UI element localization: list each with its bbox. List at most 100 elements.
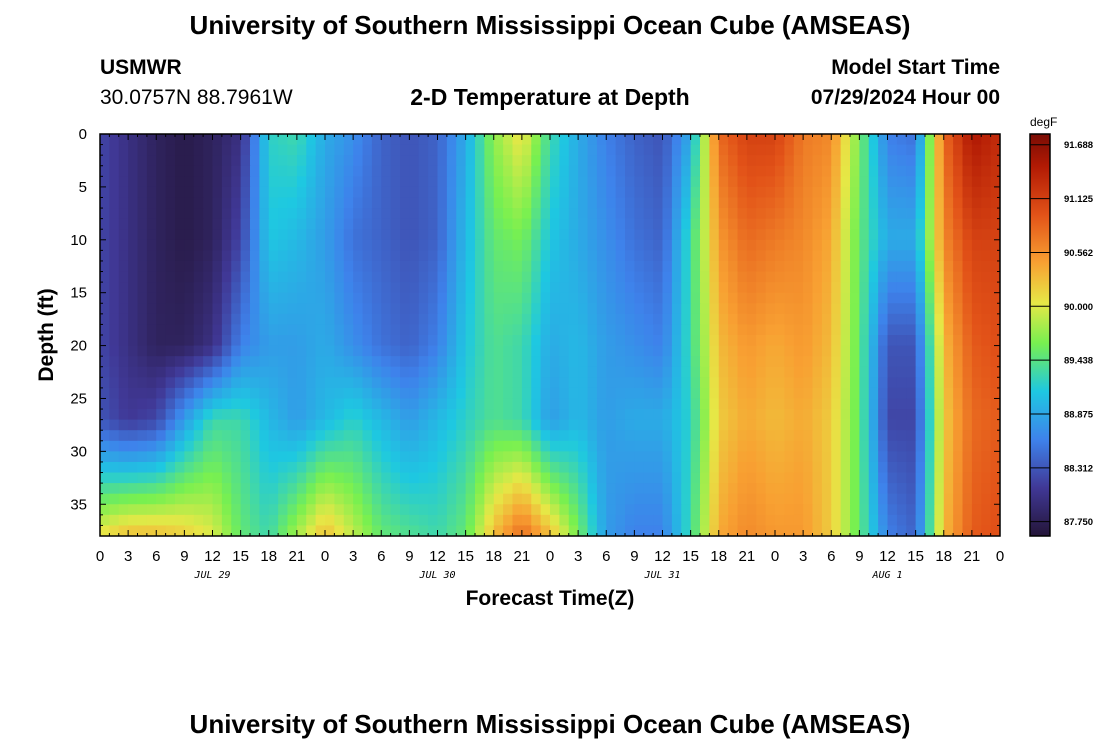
heatmap-cell <box>484 250 495 262</box>
heatmap-cell <box>250 292 260 304</box>
heatmap-cell <box>287 356 298 368</box>
heatmap-cell <box>193 366 204 378</box>
heatmap-cell <box>990 451 1000 463</box>
heatmap-cell <box>315 366 326 378</box>
heatmap-cell <box>868 335 879 347</box>
heatmap-cell <box>456 345 467 357</box>
heatmap-cell <box>896 176 907 188</box>
heatmap-cell <box>456 335 467 347</box>
x-tick-label: 0 <box>996 548 1004 565</box>
heatmap-cell <box>831 504 842 516</box>
heatmap-cell <box>634 282 645 294</box>
heatmap-cell <box>128 430 139 442</box>
heatmap-cell <box>465 229 476 241</box>
heatmap-cell <box>521 208 532 220</box>
heatmap-cell <box>175 250 185 262</box>
heatmap-cell <box>278 208 289 220</box>
heatmap-cell <box>390 260 401 273</box>
heatmap-cell <box>437 250 448 262</box>
heatmap-cell <box>381 514 392 527</box>
heatmap-cell <box>878 313 889 326</box>
heatmap-cell <box>315 451 326 463</box>
x-tick-label: 18 <box>485 548 502 565</box>
heatmap-cell <box>240 186 251 199</box>
heatmap-cell <box>615 366 626 378</box>
heatmap-cell <box>756 229 767 241</box>
heatmap-cell <box>625 229 635 241</box>
heatmap-cell <box>296 292 307 304</box>
heatmap-cell <box>296 282 307 294</box>
heatmap-cell <box>428 239 439 251</box>
heatmap-cell <box>428 165 439 177</box>
heatmap-cell <box>550 134 560 146</box>
heatmap-cell <box>418 472 429 484</box>
heatmap-cell <box>531 504 542 516</box>
heatmap-cell <box>156 377 167 389</box>
heatmap-cell <box>446 239 457 251</box>
heatmap-cell <box>615 313 626 326</box>
heatmap-cell <box>971 440 982 452</box>
heatmap-cell <box>803 366 814 378</box>
heatmap-cell <box>803 218 814 230</box>
heatmap-cell <box>221 356 232 368</box>
heatmap-cell <box>428 197 439 209</box>
heatmap-cell <box>156 144 167 156</box>
heatmap-cell <box>503 165 514 177</box>
heatmap-cell <box>503 260 514 273</box>
heatmap-cell <box>990 144 1000 156</box>
heatmap-cell <box>559 218 570 230</box>
heatmap-cell <box>728 525 739 536</box>
heatmap-cell <box>690 451 701 463</box>
x-tick-label: 21 <box>739 548 756 565</box>
heatmap-cell <box>221 430 232 442</box>
heatmap-cell <box>259 461 270 474</box>
heatmap-cell <box>268 271 279 283</box>
heatmap-cell <box>465 345 476 357</box>
heatmap-cell <box>287 313 298 326</box>
heatmap-cell <box>418 514 429 527</box>
heatmap-cell <box>953 387 964 400</box>
heatmap-cell <box>362 176 373 188</box>
heatmap-cell <box>437 366 448 378</box>
heatmap-cell <box>221 250 232 262</box>
heatmap-cell <box>681 250 692 262</box>
heatmap-cell <box>625 409 635 421</box>
heatmap-cell <box>709 260 720 273</box>
heatmap-cell <box>850 260 860 273</box>
heatmap-cell <box>793 208 804 220</box>
heatmap-cell <box>681 186 692 199</box>
heatmap-cell <box>596 335 607 347</box>
heatmap-cell <box>887 134 898 146</box>
heatmap-cell <box>437 260 448 273</box>
heatmap-cell <box>887 313 898 326</box>
heatmap-cell <box>259 208 270 220</box>
heatmap-cell <box>700 186 710 199</box>
heatmap-cell <box>268 218 279 230</box>
heatmap-cell <box>193 324 204 336</box>
model-start-value: 07/29/2024 Hour 00 <box>810 86 1000 109</box>
heatmap-cell <box>109 313 120 326</box>
heatmap-cell <box>128 239 139 251</box>
heatmap-cell <box>315 504 326 516</box>
heatmap-cell <box>437 197 448 209</box>
heatmap-cell <box>737 451 748 463</box>
heatmap-cell <box>325 366 335 378</box>
heatmap-cell <box>334 303 345 315</box>
heatmap-cell <box>709 292 720 304</box>
y-tick-label: 20 <box>70 338 87 355</box>
heatmap-cell <box>850 239 860 251</box>
heatmap-cell <box>512 409 523 421</box>
heatmap-cell <box>531 260 542 273</box>
heatmap-cell <box>812 461 823 474</box>
heatmap-cell <box>850 324 860 336</box>
heatmap-cell <box>559 377 570 389</box>
heatmap-cell <box>728 440 739 452</box>
heatmap-cell <box>625 472 635 484</box>
heatmap-cell <box>278 282 289 294</box>
heatmap-cell <box>137 165 148 177</box>
heatmap-cell <box>184 176 195 188</box>
heatmap-cell <box>259 525 270 536</box>
heatmap-cell <box>550 218 560 230</box>
heatmap-cell <box>559 440 570 452</box>
x-tick-label: 21 <box>964 548 981 565</box>
